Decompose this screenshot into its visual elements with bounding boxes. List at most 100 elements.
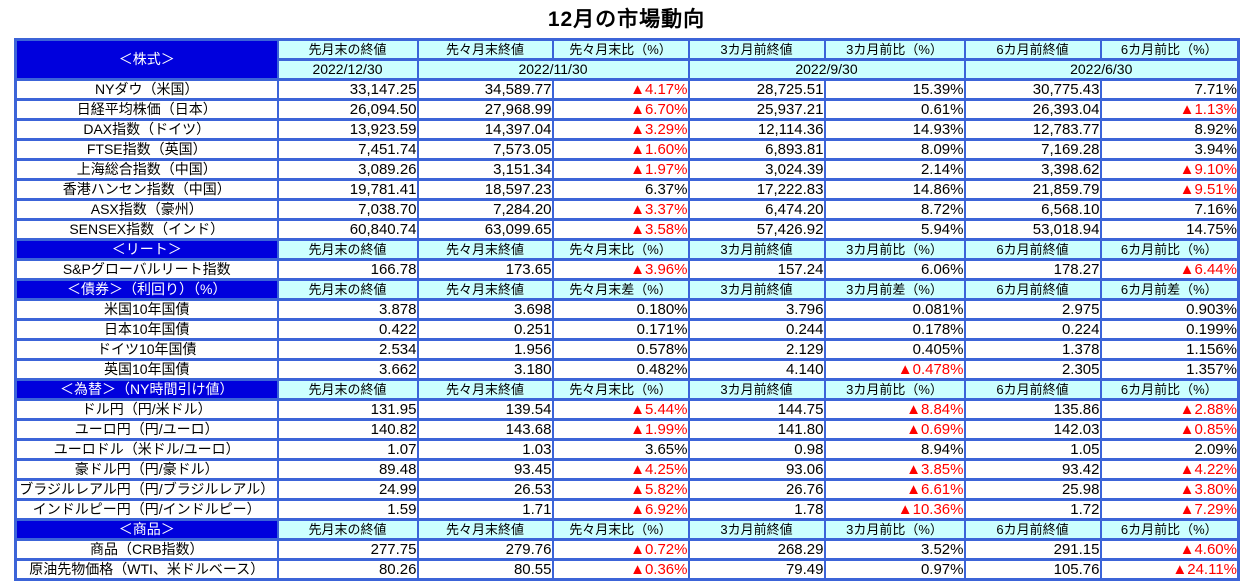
- value-cell: 6.06%: [823, 258, 966, 281]
- value-cell: 93.45: [416, 458, 554, 481]
- value-cell: 0.251: [416, 318, 554, 341]
- row-label: 日本10年国債: [14, 318, 279, 341]
- value-cell: 3.796: [687, 298, 826, 321]
- value-cell: 24.99: [276, 478, 419, 501]
- table-row: 上海総合指数（中国） 3,089.26 3,151.34 ▲1.97% 3,024.39…: [14, 158, 1240, 181]
- table-row: 原油先物価格（WTI、米ドルベース） 80.26 80.55 ▲0.36% 79.49 0…: [14, 558, 1240, 581]
- column-header: 3カ月前比（%）: [823, 378, 966, 401]
- table-row: ドル円（円/米ドル） 131.95 139.54 ▲5.44% 144.75 ▲8.84%…: [14, 398, 1240, 421]
- value-cell: ▲6.92%: [551, 498, 690, 521]
- table-row: ASX指数（豪州） 7,038.70 7,284.20 ▲3.37% 6,474.20 8…: [14, 198, 1240, 221]
- value-cell: ▲4.17%: [551, 78, 690, 101]
- value-cell: 142.03: [963, 418, 1102, 441]
- row-label: 豪ドル円（円/豪ドル）: [14, 458, 279, 481]
- value-cell: 291.15: [963, 538, 1102, 561]
- page-title: 12月の市場動向: [547, 8, 706, 31]
- value-cell: 7,451.74: [276, 138, 419, 161]
- value-cell: 3.65%: [551, 438, 690, 461]
- value-cell: 0.244: [687, 318, 826, 341]
- date-header-row: 2022/12/30 2022/11/30 2022/9/30 2022/6/30: [16, 58, 1240, 81]
- column-header: 6カ月前差（%）: [1099, 278, 1240, 301]
- value-cell: ▲5.44%: [551, 398, 690, 421]
- date-cell: 2022/11/30: [416, 58, 690, 81]
- value-cell: 18,597.23: [416, 178, 554, 201]
- value-cell: 2.129: [687, 338, 826, 361]
- value-cell: 0.178%: [823, 318, 966, 341]
- value-cell: 93.06: [687, 458, 826, 481]
- value-cell: 80.55: [416, 558, 554, 581]
- row-label: 香港ハンセン指数（中国）: [14, 178, 279, 201]
- value-cell: 139.54: [416, 398, 554, 421]
- value-cell: 1.378: [963, 338, 1102, 361]
- value-cell: 4.140: [687, 358, 826, 381]
- value-cell: 27,968.99: [416, 98, 554, 121]
- value-cell: 0.903%: [1099, 298, 1240, 321]
- value-cell: 1.78: [687, 498, 826, 521]
- column-header: 先々月末比（%）: [551, 238, 690, 261]
- table-row: 商品（CRB指数） 277.75 279.76 ▲0.72% 268.29 3.52% 29…: [14, 538, 1240, 561]
- value-cell: 7,169.28: [963, 138, 1102, 161]
- table-row: 香港ハンセン指数（中国） 19,781.41 18,597.23 6.37% 17,22…: [14, 178, 1240, 201]
- value-cell: ▲3.29%: [551, 118, 690, 141]
- value-cell: 89.48: [276, 458, 419, 481]
- value-cell: 0.180%: [551, 298, 690, 321]
- section-header-row: ＜債券＞（利回り）（%） 先月末の終値 先々月末終値 先々月末差（%） 3カ月前終値 3カ…: [14, 278, 1240, 301]
- column-header: 先月末の終値: [276, 38, 419, 61]
- value-cell: 8.72%: [823, 198, 966, 221]
- value-cell: 79.49: [687, 558, 826, 581]
- column-header: 6カ月前比（%）: [1099, 378, 1240, 401]
- value-cell: 25.98: [963, 478, 1102, 501]
- value-cell: 53,018.94: [963, 218, 1102, 241]
- column-header: 先々月末比（%）: [551, 378, 690, 401]
- value-cell: 57,426.92: [687, 218, 826, 241]
- value-cell: 173.65: [416, 258, 554, 281]
- value-cell: 17,222.83: [687, 178, 826, 201]
- value-cell: ▲6.70%: [551, 98, 690, 121]
- value-cell: ▲9.51%: [1099, 178, 1240, 201]
- value-cell: 131.95: [276, 398, 419, 421]
- column-header: 先月末の終値: [276, 378, 419, 401]
- value-cell: 1.05: [963, 438, 1102, 461]
- value-cell: 7,284.20: [416, 198, 554, 221]
- value-cell: 3.52%: [823, 538, 966, 561]
- row-label: 英国10年国債: [14, 358, 279, 381]
- value-cell: 1.357%: [1099, 358, 1240, 381]
- value-cell: 0.081%: [823, 298, 966, 321]
- value-cell: 5.94%: [823, 218, 966, 241]
- value-cell: 3.662: [276, 358, 419, 381]
- value-cell: 0.199%: [1099, 318, 1240, 341]
- row-label: ドル円（円/米ドル）: [14, 398, 279, 421]
- section-label: ＜商品＞: [14, 518, 279, 541]
- value-cell: 19,781.41: [276, 178, 419, 201]
- table-row: 日本10年国債 0.422 0.251 0.171% 0.244 0.178% 0.224 0…: [14, 318, 1240, 341]
- column-header: 3カ月前終値: [687, 38, 826, 61]
- value-cell: ▲9.10%: [1099, 158, 1240, 181]
- value-cell: 135.86: [963, 398, 1102, 421]
- value-cell: 268.29: [687, 538, 826, 561]
- value-cell: 33,147.25: [276, 78, 419, 101]
- column-header: 3カ月前比（%）: [823, 518, 966, 541]
- value-cell: 21,859.79: [963, 178, 1102, 201]
- column-header: 3カ月前終値: [687, 518, 826, 541]
- value-cell: ▲3.58%: [551, 218, 690, 241]
- row-label: 上海総合指数（中国）: [14, 158, 279, 181]
- column-header: 6カ月前比（%）: [1099, 518, 1240, 541]
- market-table: ＜株式＞ 先月末の終値 先々月末終値 先々月末比（%） 3カ月前終値 3カ月前比（%） 6カ…: [14, 38, 1240, 581]
- value-cell: ▲3.80%: [1099, 478, 1240, 501]
- table-row: 豪ドル円（円/豪ドル） 89.48 93.45 ▲4.25% 93.06 ▲3.85% 93…: [14, 458, 1240, 481]
- section-label: ＜為替＞（NY時間引け値）: [14, 378, 279, 401]
- row-label: S&Pグローバルリート指数: [14, 258, 279, 281]
- section-header-row: ＜リート＞ 先月末の終値 先々月末終値 先々月末比（%） 3カ月前終値 3カ月前比（%） 6…: [14, 238, 1240, 261]
- value-cell: 30,775.43: [963, 78, 1102, 101]
- value-cell: 8.92%: [1099, 118, 1240, 141]
- value-cell: 0.61%: [823, 98, 966, 121]
- value-cell: 0.422: [276, 318, 419, 341]
- value-cell: 2.975: [963, 298, 1102, 321]
- column-header: 6カ月前終値: [963, 278, 1102, 301]
- row-label: DAX指数（ドイツ）: [14, 118, 279, 141]
- column-header: 6カ月前終値: [963, 378, 1102, 401]
- row-label: 原油先物価格（WTI、米ドルベース）: [14, 558, 279, 581]
- table-row: インドルピー円（円/インドルピー） 1.59 1.71 ▲6.92% 1.78 ▲10.3…: [14, 498, 1240, 521]
- table-row: 日経平均株価（日本） 26,094.50 27,968.99 ▲6.70% 25,937…: [14, 98, 1240, 121]
- value-cell: ▲7.29%: [1099, 498, 1240, 521]
